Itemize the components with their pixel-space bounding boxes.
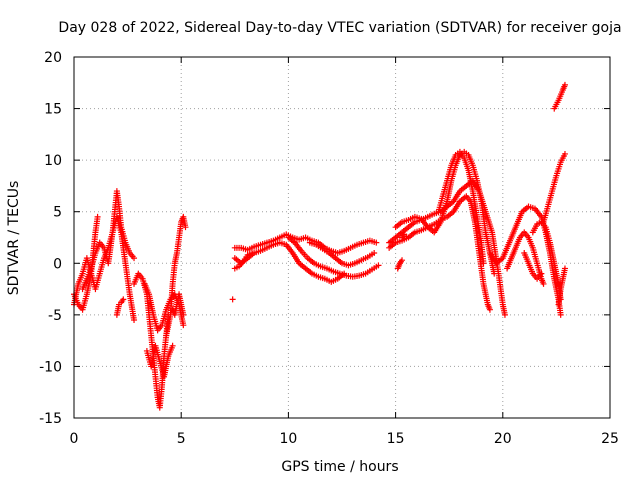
- x-tick-label: 15: [387, 431, 405, 447]
- data-point-marker: [538, 270, 545, 277]
- data-point-marker: [561, 265, 568, 272]
- data-point-marker: [120, 296, 127, 303]
- data-point-marker: [561, 150, 568, 157]
- data-point-marker: [180, 311, 187, 318]
- x-axis-label: GPS time / hours: [281, 459, 398, 475]
- data-point-marker: [248, 249, 255, 256]
- data-point-marker: [180, 322, 187, 329]
- data-point-marker: [94, 213, 101, 220]
- data-points: [71, 81, 568, 411]
- data-point-marker: [540, 280, 547, 287]
- data-point-marker: [169, 342, 176, 349]
- y-tick-label: 20: [44, 50, 62, 66]
- y-tick-label: -5: [48, 308, 62, 324]
- data-point-marker: [491, 270, 498, 277]
- y-axis-label: SDTVAR / TECUs: [6, 181, 22, 296]
- data-point-marker: [182, 224, 189, 231]
- y-tick-label: 10: [44, 153, 62, 169]
- chart-title: Day 028 of 2022, Sidereal Day-to-day VTE…: [58, 20, 621, 36]
- y-tick-label: 5: [53, 205, 62, 221]
- data-point-marker: [557, 311, 564, 318]
- y-tick-label: 0: [53, 256, 62, 272]
- y-tick-label: -10: [39, 359, 62, 375]
- x-tick-label: 25: [601, 431, 619, 447]
- data-point-marker: [131, 317, 138, 324]
- x-tick-label: 10: [279, 431, 297, 447]
- data-point-marker: [375, 262, 382, 269]
- data-point-marker: [561, 81, 568, 88]
- data-point-marker: [131, 255, 138, 262]
- y-tick-label: -15: [39, 411, 62, 427]
- data-point-marker: [229, 296, 236, 303]
- data-point-marker: [501, 311, 508, 318]
- data-point-marker: [480, 260, 487, 267]
- plot-frame: [73, 56, 611, 419]
- data-point-marker: [371, 249, 378, 256]
- data-point-marker: [373, 239, 380, 246]
- x-tick-label: 5: [177, 431, 186, 447]
- y-tick-label: 15: [44, 102, 62, 118]
- data-point-marker: [399, 257, 406, 264]
- data-point-marker: [486, 306, 493, 313]
- x-tick-label: 20: [494, 431, 512, 447]
- data-point-marker: [403, 233, 410, 240]
- x-tick-label: 0: [70, 431, 79, 447]
